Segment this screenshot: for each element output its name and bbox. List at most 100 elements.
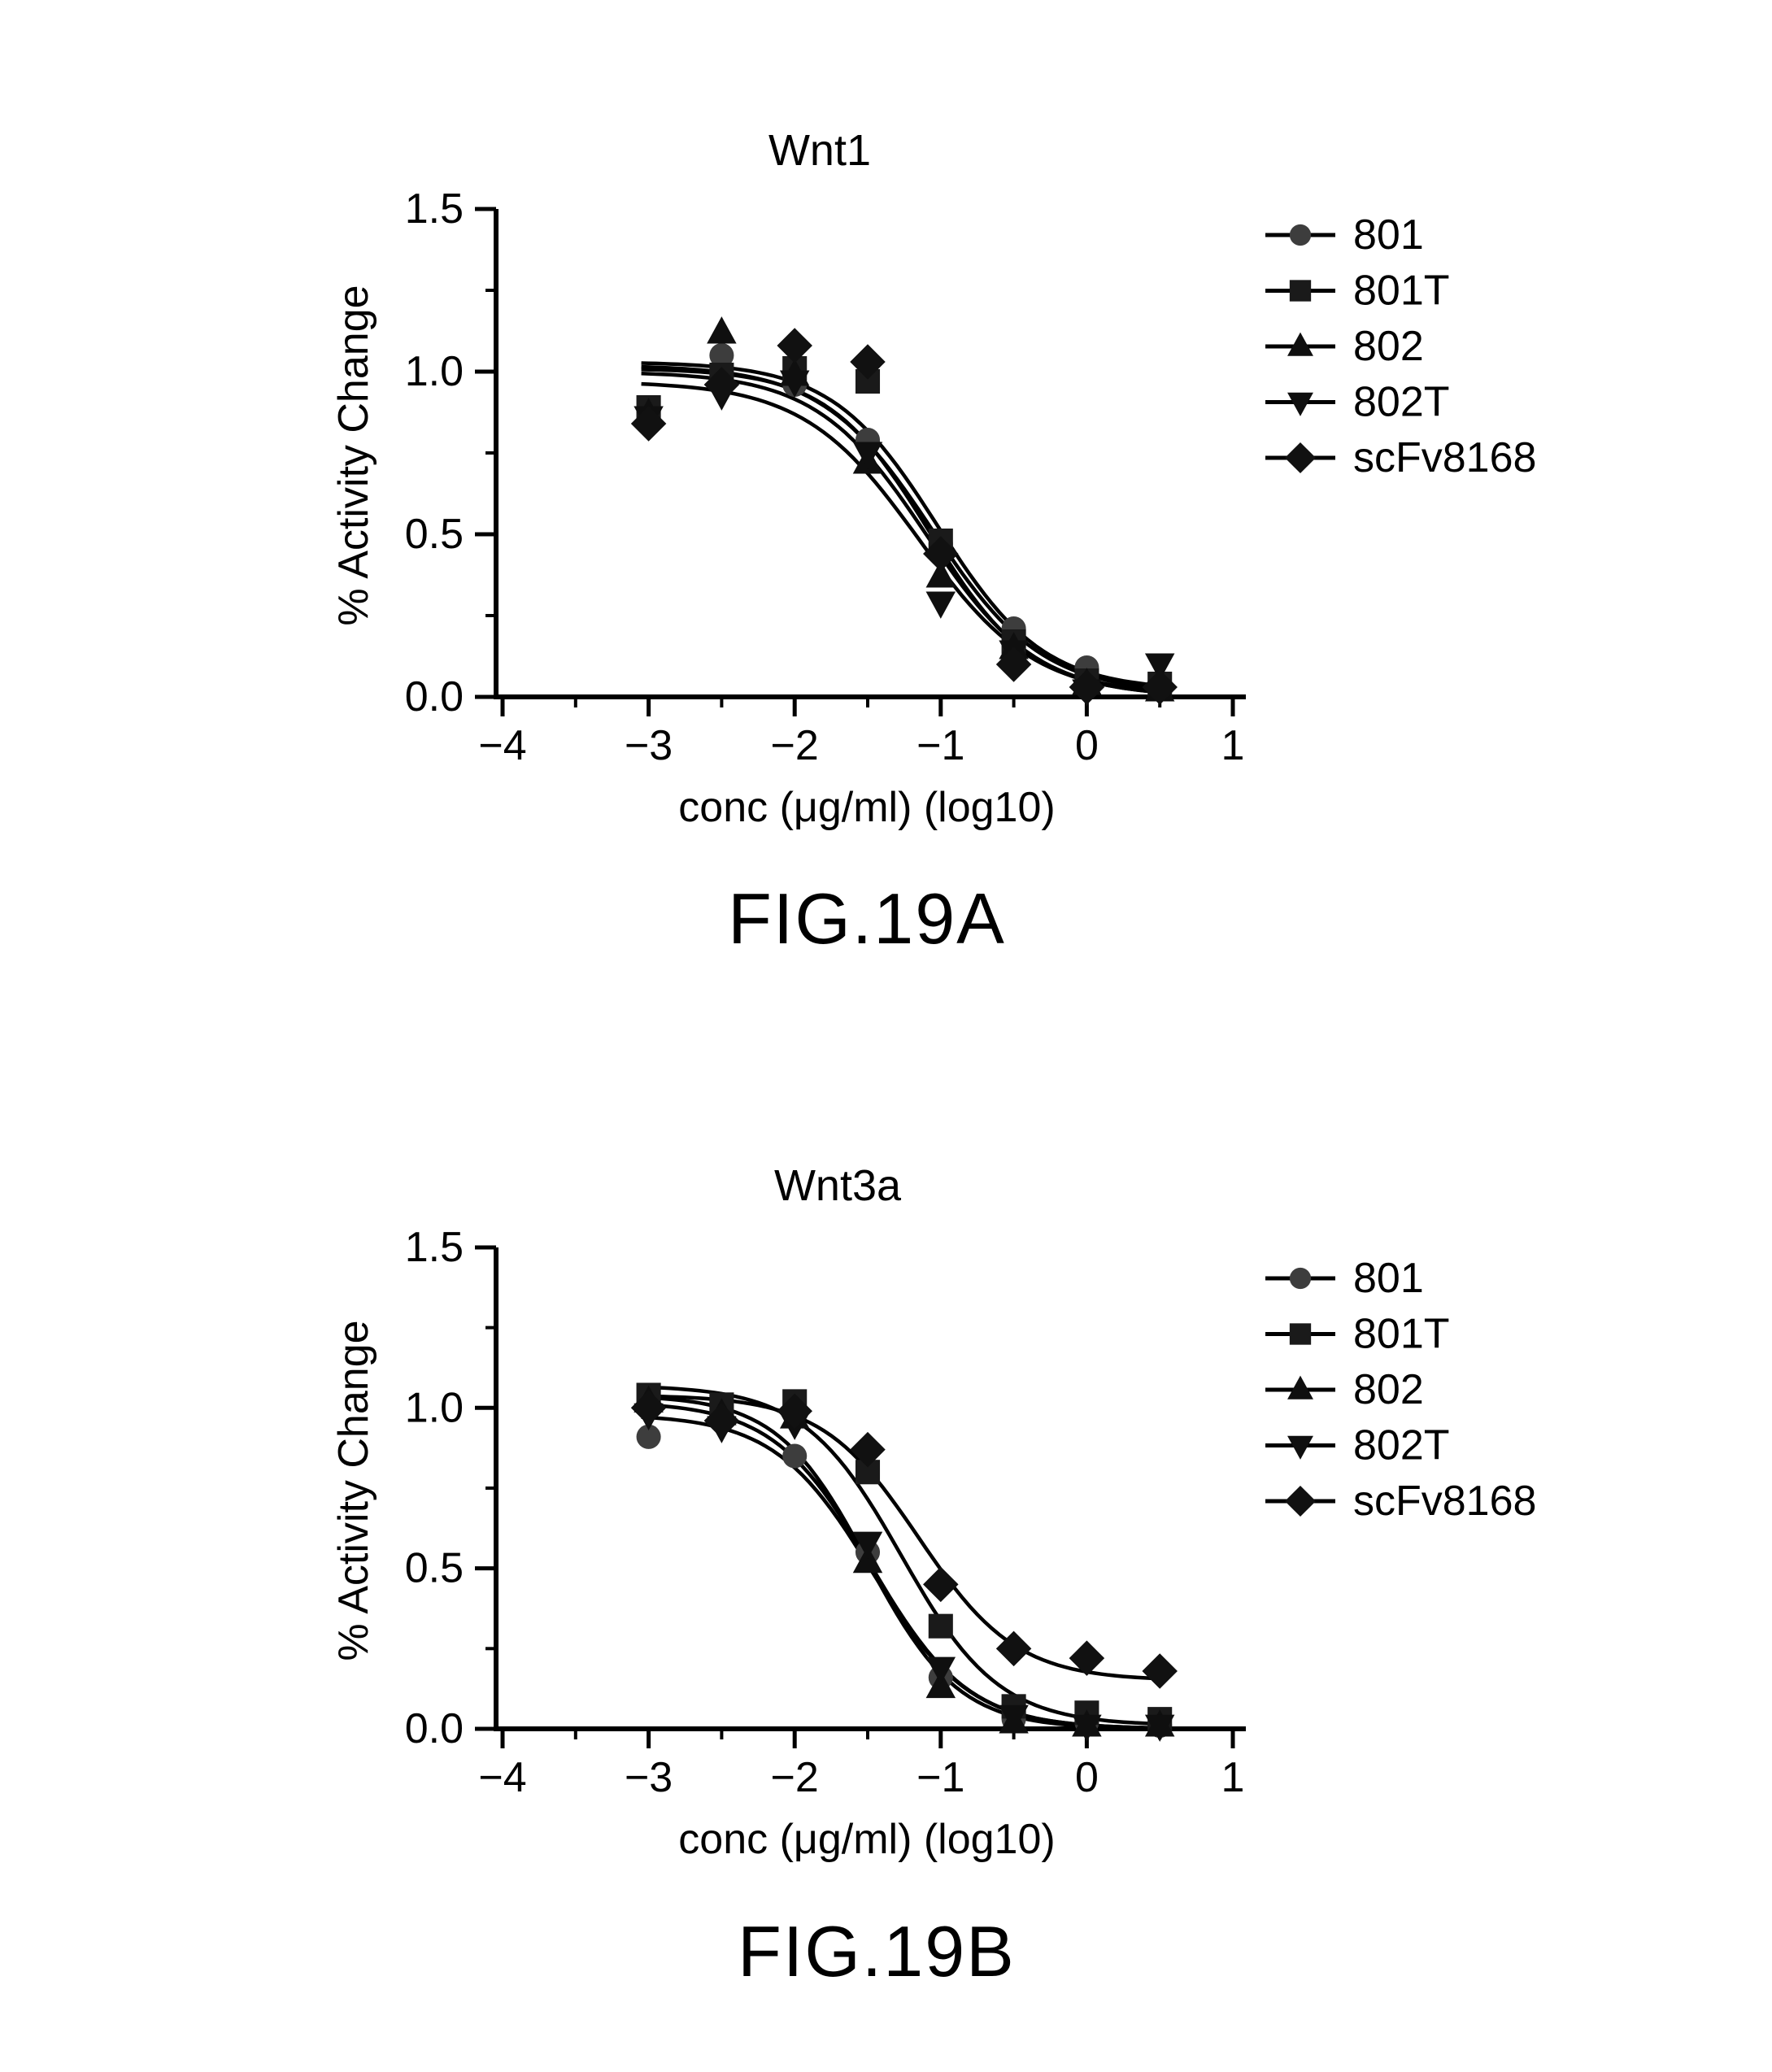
curve-801T (641, 361, 1168, 689)
802-point (925, 1670, 956, 1699)
series-802T (633, 1403, 1175, 1742)
circle-legend-icon (1289, 224, 1312, 246)
x-axis-label: conc (μg/ml) (log10) (678, 1816, 1055, 1863)
scFv8168-point (630, 406, 667, 442)
802T-point (1144, 653, 1175, 681)
legend-label: 802 (1353, 1366, 1424, 1413)
y-axis-label: % Activity Change (330, 1320, 377, 1661)
diamond-legend-icon (1284, 1485, 1317, 1517)
legend-item-802: 802 (1265, 1366, 1424, 1413)
legend-item-scFv8168: scFv8168 (1265, 434, 1536, 481)
curve-801 (641, 364, 1168, 691)
curve-801 (641, 1415, 1168, 1730)
802T-point (999, 1704, 1029, 1733)
chart-title: Wnt3a (774, 1161, 902, 1210)
802-point (925, 560, 956, 588)
scFv8168-point (703, 367, 740, 403)
scFv8168-point (1069, 1640, 1105, 1676)
x-tick-label: −1 (916, 722, 964, 769)
legend-item-801: 801 (1265, 1255, 1424, 1302)
802T-point (779, 370, 810, 398)
scFv8168-point (850, 1431, 886, 1468)
y-tick-label: 0.0 (405, 1705, 464, 1752)
legend-item-scFv8168: scFv8168 (1265, 1478, 1536, 1525)
802-point (852, 1545, 883, 1574)
y-tick-label: 1.5 (405, 185, 464, 233)
x-axis-label: conc (μg/ml) (log10) (678, 784, 1055, 831)
y-axis-label: % Activity Change (330, 285, 377, 625)
legend-item-802T: 802T (1265, 379, 1450, 426)
x-tick-label: 0 (1075, 722, 1099, 769)
legend-label: 801 (1353, 1255, 1424, 1302)
802T-point (925, 591, 956, 619)
legend-item-801T: 801T (1265, 1311, 1450, 1358)
legend-item-802T: 802T (1265, 1422, 1450, 1469)
circle-legend-icon (1289, 1267, 1312, 1290)
scFv8168-point (630, 1390, 667, 1426)
scFv8168-point (777, 1393, 812, 1430)
square-legend-icon (1289, 1323, 1312, 1345)
series-scFv8168 (630, 1390, 1178, 1689)
801T-point (928, 1613, 953, 1639)
802T-point (1072, 1714, 1102, 1742)
diamond-legend-icon (1284, 442, 1317, 474)
y-tick-label: 1.5 (405, 1224, 464, 1271)
y-tick-label: 0.0 (405, 673, 464, 720)
legend-item-801T: 801T (1265, 268, 1450, 315)
legend-label: 802 (1353, 323, 1424, 370)
chart-wnt1: Wnt1 −4 −3 −2 −1 0 1 0.0 0.5 1.0 1.5 conc (μg/ml) (… (330, 126, 1536, 959)
scFv8168-point (923, 1566, 959, 1603)
scFv8168-point (1142, 669, 1178, 705)
figure-label: FIG.19A (728, 878, 1006, 959)
x-tick-label: −4 (478, 722, 526, 769)
series-802T (633, 370, 1175, 707)
triangle-up-legend-icon (1287, 332, 1313, 356)
legend: 801 801T 802 802T scFv8168 (1265, 211, 1536, 481)
series-scFv8168 (630, 328, 1178, 705)
x-tick-label: −3 (625, 722, 673, 769)
scFv8168-point (703, 1403, 740, 1439)
legend-label: 801T (1353, 268, 1450, 315)
triangle-down-legend-icon (1287, 1435, 1313, 1460)
802-point (707, 316, 737, 344)
802T-point (925, 1656, 956, 1684)
801-point (782, 1443, 808, 1469)
x-tick-label: 1 (1221, 1754, 1245, 1801)
axes (494, 1247, 1246, 1731)
legend-label: 801T (1353, 1311, 1450, 1358)
y-tick-label: 0.5 (405, 511, 464, 558)
chart-wnt3a: Wnt3a −4 −3 −2 −1 0 1 0.0 0.5 1.0 1.5 conc (μg/ml) … (330, 1161, 1536, 1991)
y-tick-label: 0.5 (405, 1545, 464, 1592)
legend-label: 802T (1353, 1422, 1450, 1469)
legend-label: 801 (1353, 211, 1424, 259)
801-point (636, 1424, 661, 1449)
scFv8168-point (850, 344, 886, 380)
scFv8168-point (995, 646, 1032, 682)
curve-scFv8168 (641, 368, 1168, 693)
scFv8168-point (1069, 669, 1105, 705)
legend-label: scFv8168 (1353, 434, 1536, 481)
x-tick-label: 1 (1221, 722, 1245, 769)
legend-label: scFv8168 (1353, 1478, 1536, 1525)
x-tick-label: −2 (771, 1754, 819, 1801)
triangle-up-legend-icon (1287, 1375, 1313, 1399)
legend: 801 801T 802 802T scFv8168 (1265, 1255, 1536, 1525)
curve-802T (641, 381, 1168, 695)
square-legend-icon (1289, 280, 1312, 302)
scFv8168-point (777, 328, 812, 363)
y-tick-label: 1.0 (405, 1384, 464, 1431)
y-tick-label: 1.0 (405, 348, 464, 395)
chart-title: Wnt1 (768, 126, 871, 175)
curve-802 (641, 372, 1168, 695)
x-tick-label: −1 (916, 1754, 964, 1801)
triangle-down-legend-icon (1287, 392, 1313, 416)
series-801T (636, 355, 1173, 697)
x-tick-label: −3 (625, 1754, 673, 1801)
x-tick-label: 0 (1075, 1754, 1099, 1801)
802T-point (852, 1531, 883, 1559)
801-point (709, 342, 734, 368)
scFv8168-point (923, 536, 959, 572)
series-801 (636, 1402, 1173, 1739)
